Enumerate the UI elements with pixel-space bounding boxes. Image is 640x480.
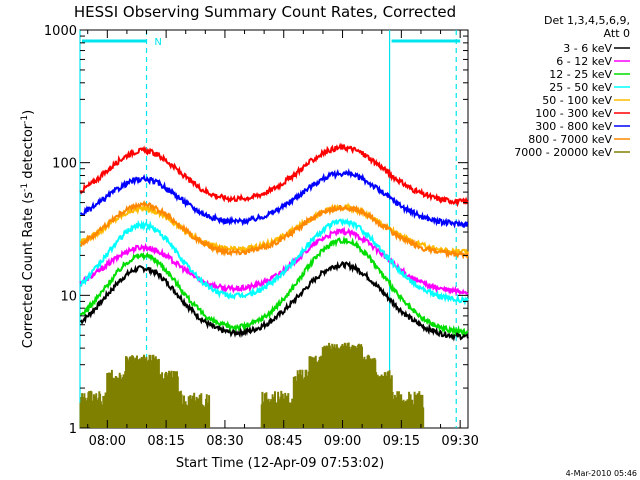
footer-timestamp: 4-Mar-2010 05:46 [566,469,637,478]
series-line-6 [79,167,469,229]
legend-header-2: Att 0 [604,27,630,40]
y-axis-label: Corrected Count Rate (s-1 detector-1) [20,110,36,348]
x-tick-label: 08:15 [147,434,184,449]
series-line-0 [79,260,469,342]
legend-label-7: 800 - 7000 keV [528,133,612,146]
y-tick-label: 1 [69,422,77,437]
x-tick-label: 08:45 [265,434,302,449]
series-layer [79,142,469,428]
y-axis-label-sup2: -1 [20,115,30,124]
y-axis-label-part3: ) [21,110,36,115]
y-axis-label-part2: detector [21,123,36,183]
x-tick-label: 09:30 [441,434,478,449]
series-line-5 [79,142,469,208]
legend-label-4: 50 - 100 keV [542,94,612,107]
axes-layer: 1 10 100 1000 08:00 08:15 08:30 08:45 09:00 09:15… [44,24,479,449]
series-line-3 [80,217,469,306]
x-tick-label: 09:15 [383,434,420,449]
series-line-2 [79,235,469,337]
legend-label-8: 7000 - 20000 keV [514,146,612,159]
x-tick-label: 08:30 [206,434,243,449]
y-tick-label: 10 [60,289,77,304]
legend-label-3: 25 - 50 keV [549,81,612,94]
x-tick-label: 08:00 [89,434,126,449]
series-line-7 [79,200,469,260]
legend-header-1: Det 1,3,4,5,6,9, [544,14,630,27]
legend-label-1: 6 - 12 keV [556,55,612,68]
series-line-1 [79,226,469,297]
legend-label-0: 3 - 6 keV [563,42,612,55]
y-tick-label: 100 [52,157,77,172]
y-axis-label-sup1: -1 [20,183,30,192]
legend-label-2: 12 - 25 keV [549,68,612,81]
x-tick-label: 09:00 [324,434,361,449]
y-axis-label-part1: Corrected Count Rate (s [21,192,36,349]
chart-title: HESSI Observing Summary Count Rates, Cor… [74,3,456,21]
series-line-8 [79,342,425,428]
legend-label-6: 300 - 800 keV [535,120,612,133]
night-markers: N [79,30,461,428]
y-tick-label: 1000 [44,24,77,39]
x-axis-label: Start Time (12-Apr-09 07:53:02) [176,456,384,471]
legend-label-5: 100 - 300 keV [535,107,612,120]
night-label: N [154,37,161,48]
